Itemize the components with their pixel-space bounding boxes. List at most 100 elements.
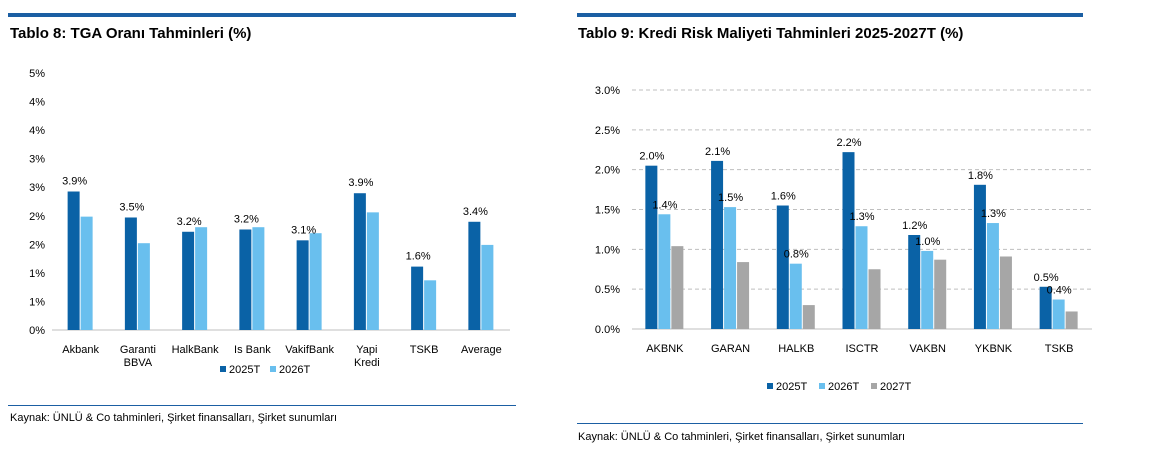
left-top-rule (8, 13, 516, 17)
bar-akbank-2025t (67, 191, 80, 330)
bar-akbnk-2025t (645, 165, 658, 329)
bar-tskb-2026t (1052, 299, 1065, 329)
right-chart-title: Tablo 9: Kredi Risk Maliyeti Tahminleri … (578, 25, 964, 42)
bar-ykbnk-2026t (986, 223, 999, 329)
legend-label-2025t: 2025T (776, 381, 807, 393)
bar-vakbn-2025t (908, 234, 921, 329)
y-tick-label: 2.5% (595, 125, 620, 137)
y-tick-label: 4% (29, 125, 45, 137)
right-source-note: Kaynak: ÜNLÜ & Co tahminleri, Şirket fin… (578, 431, 906, 443)
y-tick-label: 1.5% (595, 205, 620, 217)
bar-halkb-2026t (789, 263, 802, 329)
bar-ykbnk-2027t (999, 256, 1012, 329)
data-label-vakbn-2025t: 1.2% (902, 220, 927, 232)
x-tick-label: Yapi (356, 344, 377, 356)
bar-is-bank-2026t (252, 227, 265, 330)
left-source-note: Kaynak: ÜNLÜ & Co tahminleri, Şirket fin… (10, 412, 338, 424)
right-bottom-rule (577, 423, 1083, 424)
x-tick-label: Average (461, 344, 502, 356)
y-tick-label: 4% (29, 97, 45, 109)
y-tick-label: 1% (29, 268, 45, 280)
data-label-ykbnk-2026t: 1.3% (981, 208, 1006, 220)
x-tick-label: GARAN (711, 343, 750, 355)
data-label-is-bank: 3.2% (234, 213, 259, 225)
x-tick-label: Garanti (120, 344, 156, 356)
bar-vakbn-2026t (921, 250, 934, 329)
data-label-average: 3.4% (463, 206, 488, 218)
data-label-akbnk-2026t: 1.4% (652, 199, 677, 211)
bar-yapi-kredi-2026t (366, 212, 379, 330)
y-tick-label: 3.0% (595, 85, 620, 97)
data-label-halkb-2026t: 0.8% (784, 249, 809, 261)
bar-tskb-2027t (1065, 311, 1078, 329)
bar-garanti-bbva-2025t (124, 217, 137, 330)
bar-tskb-2025t (1039, 286, 1052, 329)
y-tick-label: 2% (29, 239, 45, 251)
right-bar-chart: 0.0% 0.5% 1.0% 1.5% 2.0% 2.5% 3.0% 2.0% 1.4% AKBN… (595, 85, 1092, 393)
data-label-vakbn-2026t: 1.0% (915, 236, 940, 248)
bar-yapi-kredi-2025t (353, 193, 366, 330)
bar-ykbnk-2025t (973, 184, 986, 329)
data-label-tskb-2025t: 0.5% (1034, 272, 1059, 284)
bar-halkbank-2026t (195, 227, 208, 330)
legend-label-2027t: 2027T (880, 381, 911, 393)
data-label-halkbank: 3.2% (177, 216, 202, 228)
left-chart-title: Tablo 8: TGA Oranı Tahminleri (%) (10, 25, 252, 42)
x-tick-label: HALKB (778, 343, 814, 355)
x-tick-label: VAKBN (909, 343, 946, 355)
left-panel: Tablo 8: TGA Oranı Tahminleri (%) 0% 1% 1%… (0, 0, 520, 473)
y-tick-label: 2.0% (595, 165, 620, 177)
legend-label-2026t: 2026T (279, 364, 310, 376)
data-label-isctr-2026t: 1.3% (849, 211, 874, 223)
legend-swatch-2027t (871, 383, 877, 389)
left-bottom-rule (8, 405, 516, 406)
x-tick-label: Is Bank (234, 344, 271, 356)
x-tick-label: Akbank (62, 344, 99, 356)
legend-swatch-2025t (220, 366, 226, 372)
bar-vakbn-2027t (934, 259, 947, 329)
data-label-yapi-kredi: 3.9% (348, 177, 373, 189)
y-tick-label: 3% (29, 182, 45, 194)
legend-label-2025t: 2025T (229, 364, 260, 376)
bar-halkb-2027t (802, 305, 815, 329)
legend-swatch-2025t (767, 383, 773, 389)
data-label-vakifbank: 3.1% (291, 224, 316, 236)
y-tick-label: 1.0% (595, 244, 620, 256)
bar-isctr-2025t (842, 152, 855, 329)
data-label-garan-2025t: 2.1% (705, 146, 730, 158)
bar-isctr-2026t (855, 226, 868, 329)
bar-akbank-2026t (80, 216, 93, 330)
y-tick-label: 0.0% (595, 324, 620, 336)
right-panel: Tablo 9: Kredi Risk Maliyeti Tahminleri … (570, 0, 1151, 473)
x-tick-label: Kredi (354, 357, 380, 369)
x-tick-label: TSKB (410, 344, 439, 356)
bar-garanti-bbva-2026t (137, 243, 150, 330)
bar-garan-2027t (737, 262, 750, 329)
y-tick-label: 2% (29, 211, 45, 223)
x-tick-label: HalkBank (172, 344, 220, 356)
data-label-akbnk-2025t: 2.0% (639, 151, 664, 163)
bar-vakifbank-2026t (309, 233, 322, 330)
data-label-tskb: 1.6% (406, 251, 431, 263)
y-tick-label: 5% (29, 68, 45, 80)
x-tick-label: ISCTR (846, 343, 879, 355)
x-tick-label: YKBNK (975, 343, 1013, 355)
bar-tskb-2025t (411, 266, 424, 330)
data-label-garan-2026t: 1.5% (718, 192, 743, 204)
x-tick-label: AKBNK (646, 343, 684, 355)
y-tick-label: 3% (29, 154, 45, 166)
bar-halkbank-2025t (182, 231, 195, 330)
x-tick-label: TSKB (1045, 343, 1074, 355)
data-label-isctr-2025t: 2.2% (836, 137, 861, 149)
y-tick-label: 0% (29, 325, 45, 337)
data-label-tskb-2026t: 0.4% (1047, 285, 1072, 297)
data-label-ykbnk-2025t: 1.8% (968, 170, 993, 182)
bar-is-bank-2025t (239, 229, 252, 330)
right-top-rule (577, 13, 1083, 17)
x-tick-label: BBVA (124, 357, 153, 369)
data-label-akbank: 3.9% (62, 176, 87, 188)
data-label-garanti-bbva: 3.5% (119, 201, 144, 213)
bar-average-2025t (468, 221, 481, 330)
bar-average-2026t (481, 244, 494, 330)
bar-garan-2026t (724, 207, 737, 329)
